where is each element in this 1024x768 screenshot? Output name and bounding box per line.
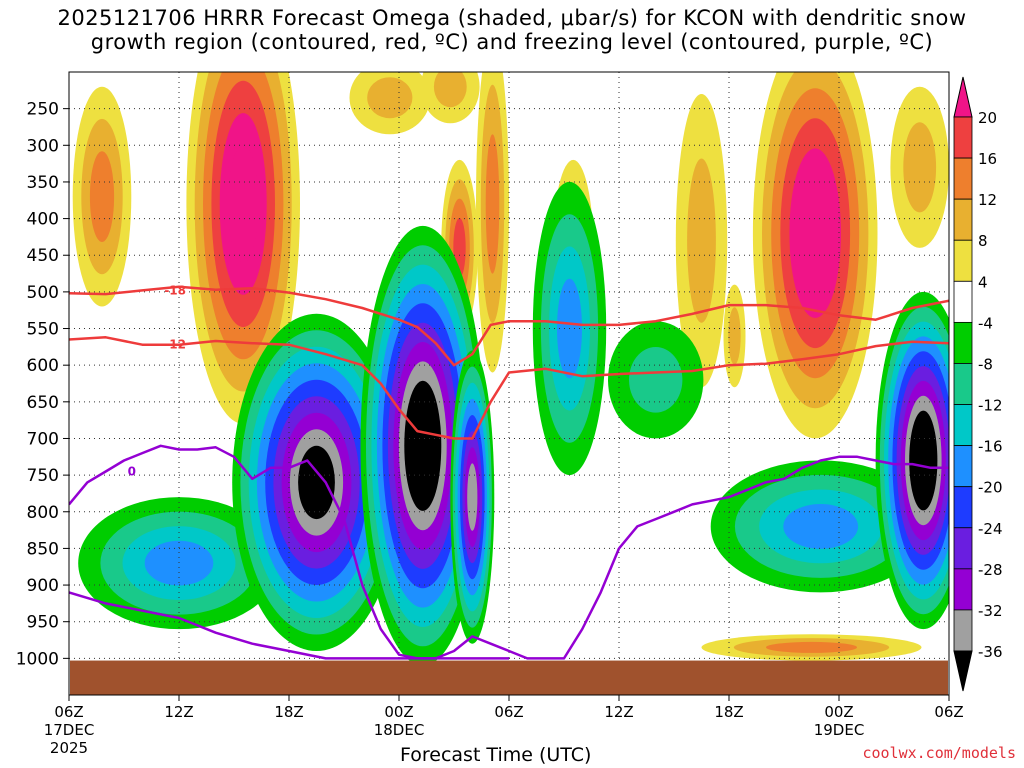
colorbar-swatch [953, 157, 973, 200]
colorbar-label: -12 [978, 397, 1003, 415]
colorbar-swatch [953, 445, 973, 488]
contour-line [69, 336, 949, 440]
colorbar-label: -32 [978, 602, 1003, 620]
omega-positive-region [728, 307, 741, 365]
omega-positive-region [228, 145, 259, 263]
y-tick-label: 450 [27, 246, 59, 266]
colorbar-swatch [953, 116, 973, 159]
x-axis-title: Forecast Time (UTC) [400, 744, 592, 766]
y-tick-label: 650 [27, 393, 59, 413]
colorbar-swatch [953, 280, 973, 323]
colorbar-swatch [953, 363, 973, 405]
colorbar-label: -16 [978, 438, 1003, 456]
y-tick-label: 950 [27, 613, 59, 633]
y-axis: 250 300 350 400 450 500 550 600 650 700 750 800 850 9… [16, 100, 69, 669]
omega-negative-region [144, 540, 214, 586]
x-tick-label: 06Z [934, 703, 963, 721]
ground-layer [70, 660, 948, 695]
colorbar-label: -4 [978, 314, 993, 332]
x-tick-label: 06Z [494, 703, 523, 721]
omega-positive-region [367, 77, 413, 119]
colorbar-label: 20 [978, 109, 997, 127]
y-tick-label: 750 [27, 466, 59, 486]
contour-label: -12 [164, 338, 186, 352]
y-tick-label: 1000 [16, 649, 59, 669]
colorbar: 20 16 12 8 4 -4 -8 -12 -16 -20 -24 -28 -32 -36 [953, 76, 1003, 692]
colorbar-label: 12 [978, 191, 997, 209]
colorbar-arrow-top [953, 76, 973, 118]
omega-positive-region [766, 641, 857, 653]
colorbar-label: -20 [978, 479, 1003, 497]
chart-title-line1: 2025121706 HRRR Forecast Omega (shaded, … [57, 6, 967, 30]
omega-positive-region [798, 178, 832, 288]
omega-shading [72, 72, 949, 666]
chart-title: 2025121706 HRRR Forecast Omega (shaded, … [0, 6, 1024, 54]
y-tick-label: 300 [27, 136, 59, 156]
x-tick-year: 2025 [50, 739, 88, 757]
y-tick-label: 250 [27, 100, 59, 120]
x-tick-label: 18Z [714, 703, 743, 721]
y-tick-label: 600 [27, 356, 59, 376]
omega-negative-region [298, 445, 335, 520]
y-tick-label: 700 [27, 429, 59, 449]
colorbar-swatch [953, 321, 973, 364]
contour-lines: -18 -12 0 [69, 283, 949, 660]
colorbar-label: -24 [978, 520, 1003, 538]
y-tick-label: 850 [27, 539, 59, 559]
colorbar-swatch [953, 527, 973, 570]
omega-negative-region [913, 425, 934, 496]
y-tick-label: 550 [27, 320, 59, 340]
colorbar-label: -36 [978, 643, 1003, 661]
chart-title-line2: growth region (contoured, red, ºC) and f… [90, 30, 934, 54]
x-tick-date: 19DEC [814, 721, 865, 739]
colorbar-swatch [953, 568, 973, 611]
omega-positive-region [903, 122, 937, 213]
y-tick-label: 800 [27, 503, 59, 523]
omega-positive-region [433, 72, 467, 108]
omega-negative-region [409, 400, 436, 492]
y-tick-label: 900 [27, 576, 59, 596]
x-tick-label: 00Z [384, 703, 413, 721]
contour-line [69, 591, 509, 660]
colorbar-swatch [953, 239, 973, 282]
omega-negative-region [629, 347, 683, 413]
colorbar-arrow-bottom [953, 650, 973, 692]
gridlines [68, 72, 950, 695]
omega-positive-region [485, 134, 500, 274]
omega-positive-region [89, 151, 115, 243]
colorbar-swatch [953, 486, 973, 529]
x-tick-label: 06Z [54, 703, 83, 721]
x-tick-label: 00Z [824, 703, 853, 721]
colorbar-label: -28 [978, 561, 1003, 579]
contour-line [69, 285, 949, 367]
x-tick-date: 17DEC [44, 721, 95, 739]
omega-positive-region [687, 158, 716, 323]
terrain-fill [70, 660, 948, 695]
colorbar-swatch [953, 404, 973, 447]
x-tick-date: 18DEC [374, 721, 425, 739]
y-tick-label: 500 [27, 283, 59, 303]
credit-text: coolwx.com/models [862, 744, 1016, 762]
colorbar-label: 8 [978, 232, 988, 250]
x-tick-label: 12Z [604, 703, 633, 721]
x-tick-label: 18Z [274, 703, 303, 721]
colorbar-label: 4 [978, 273, 988, 291]
colorbar-swatch [953, 609, 973, 652]
contour-label: 0 [128, 464, 136, 478]
colorbar-label: 16 [978, 150, 997, 168]
contour-line [69, 444, 949, 660]
colorbar-label: -8 [978, 355, 993, 373]
y-tick-label: 400 [27, 210, 59, 230]
omega-negative-region [467, 463, 478, 531]
x-tick-label: 12Z [164, 703, 193, 721]
colorbar-swatch [953, 198, 973, 241]
contour-label: -18 [164, 283, 186, 297]
y-tick-label: 350 [27, 173, 59, 193]
omega-negative-region [783, 504, 859, 549]
